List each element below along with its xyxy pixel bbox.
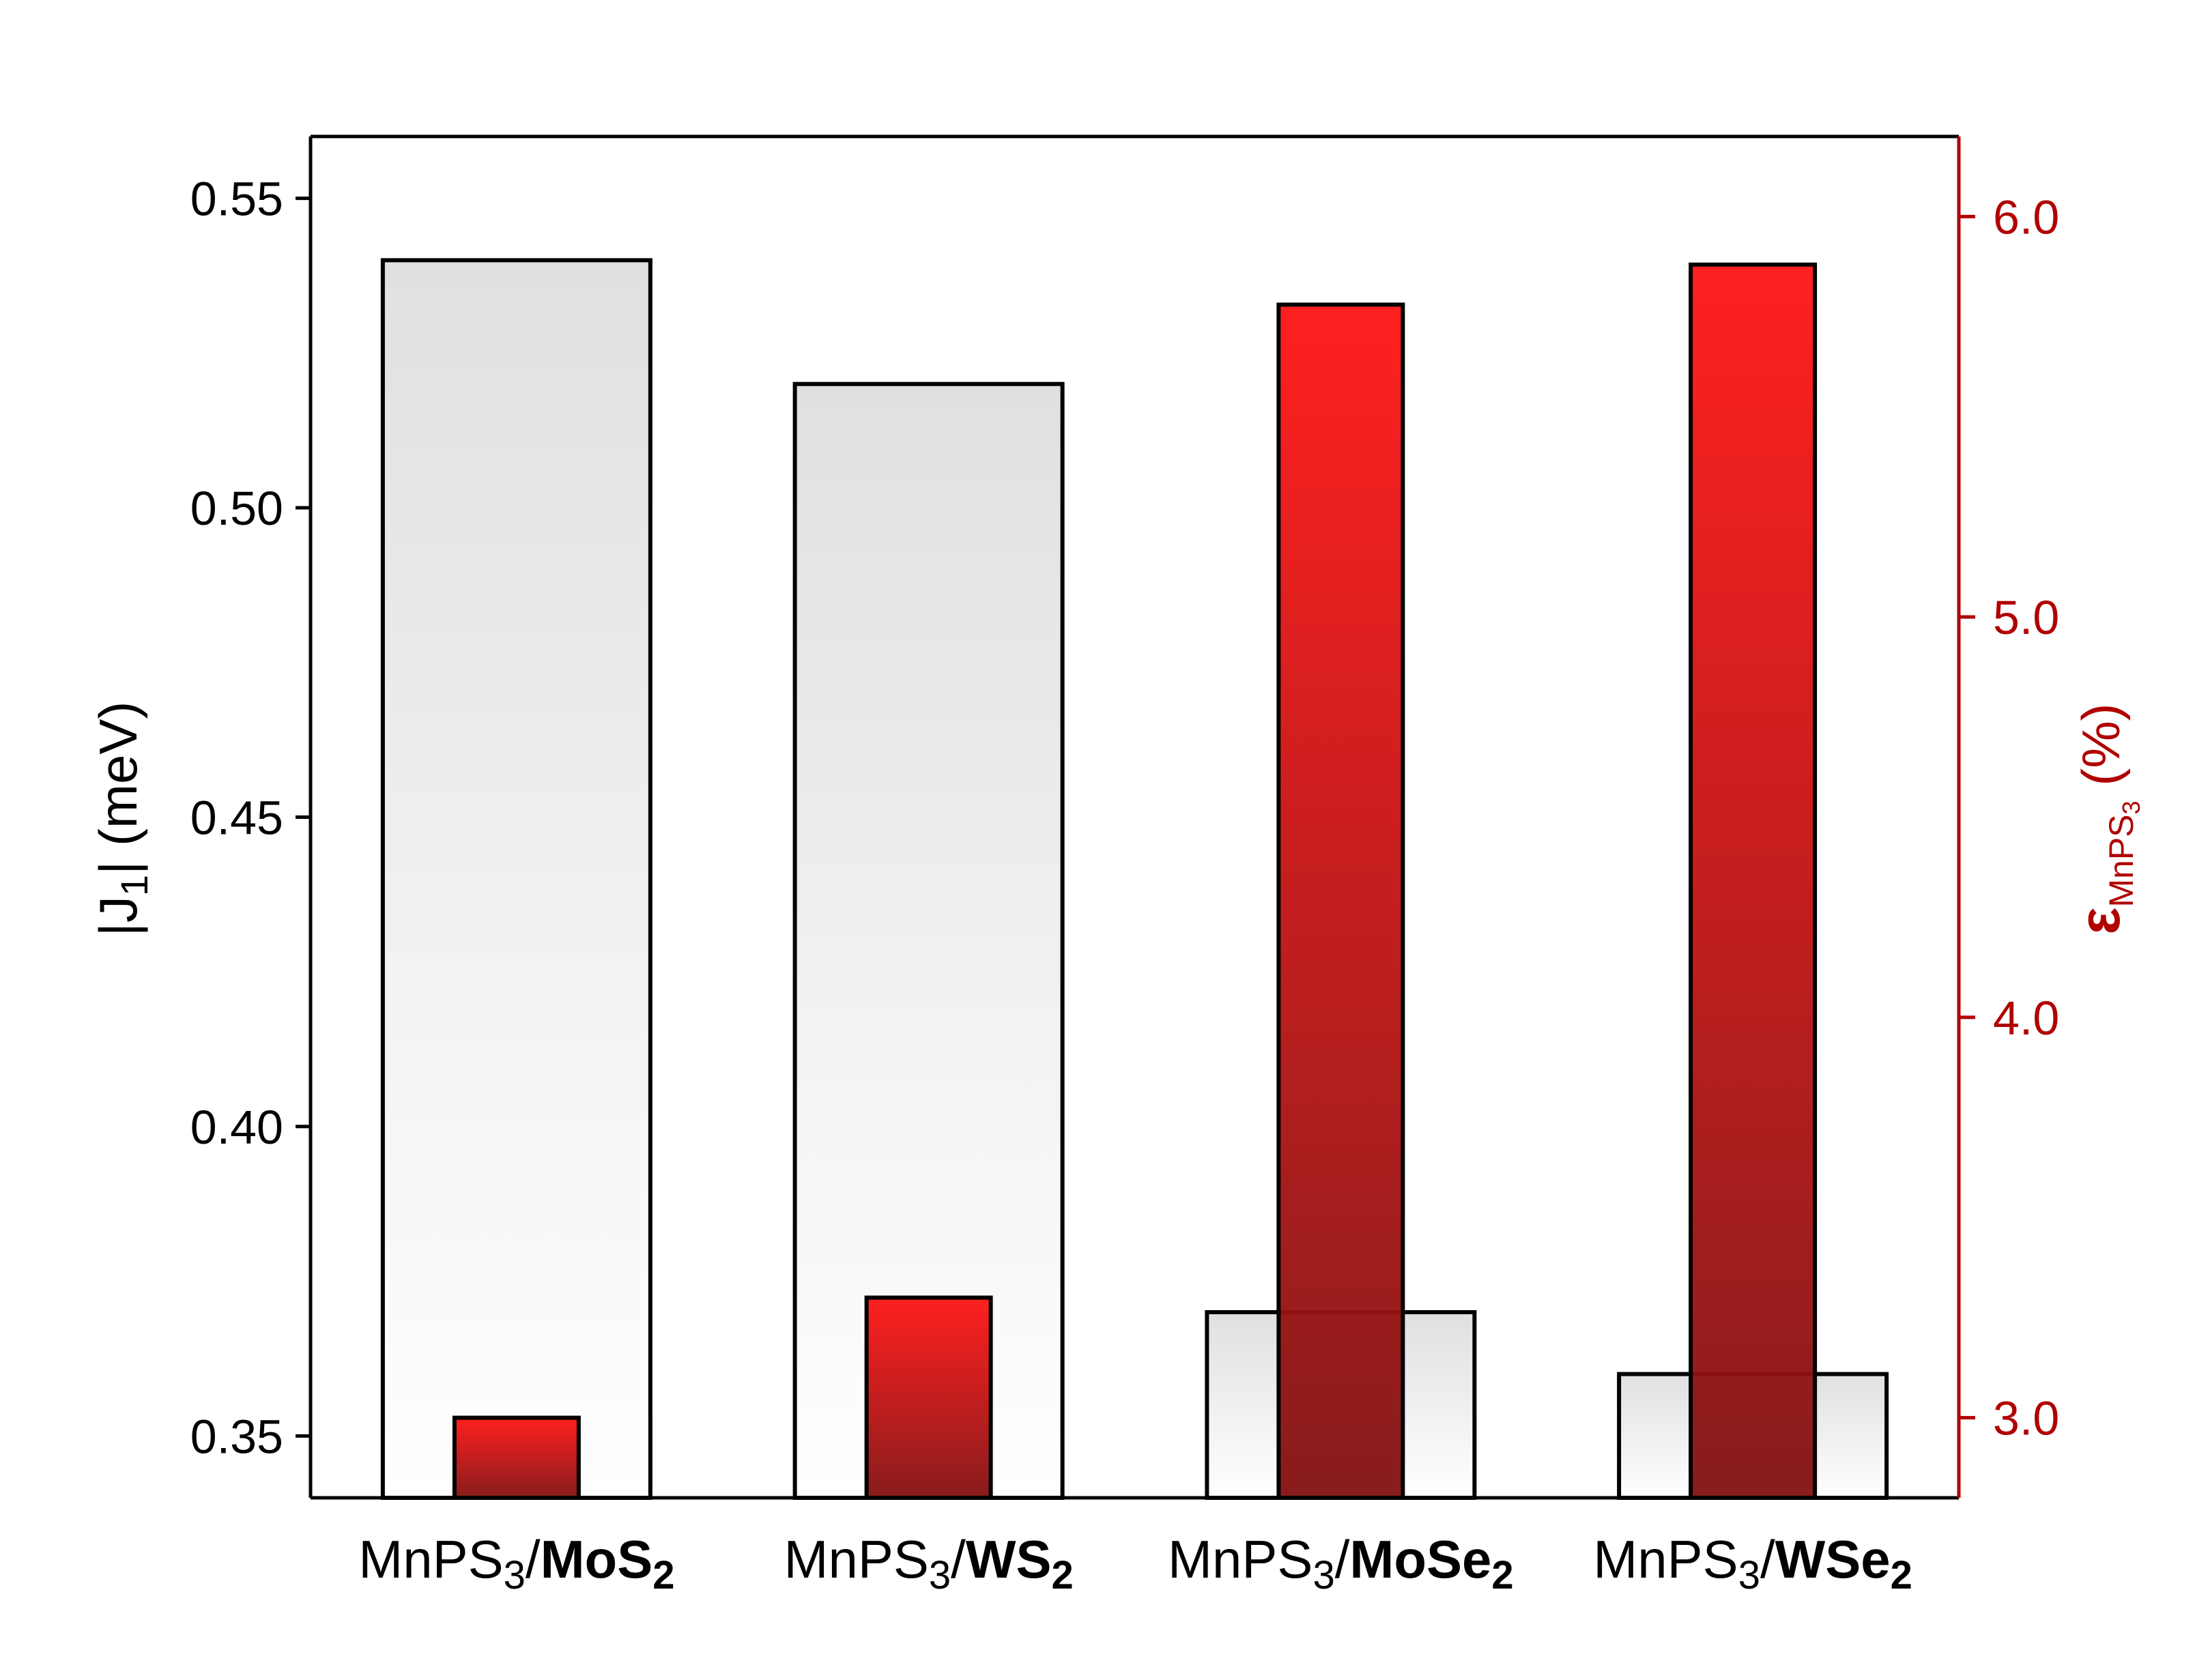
right-tick-label: 4.0 — [1993, 991, 2059, 1045]
j1-bars — [380, 258, 1889, 1501]
left-tick-label: 0.35 — [190, 1410, 283, 1463]
right-axis-title: εMnPS3 (%) — [2067, 703, 2145, 934]
left-tick-label: 0.55 — [190, 173, 283, 226]
strain-bar — [864, 1295, 993, 1501]
j1-bar — [380, 258, 652, 1500]
category-labels: MnPS3/MoS2 MnPS3/WS2 MnPS3/MoSe2 MnPS3/WSe2 — [358, 1529, 1912, 1597]
left-axis-title: |J1| (meV) — [88, 701, 156, 937]
left-tick-label: 0.50 — [190, 482, 283, 535]
category-label: MnPS3/MoSe2 — [1168, 1529, 1514, 1597]
right-tick-label: 6.0 — [1993, 190, 2059, 244]
strain-bar — [1276, 302, 1405, 1500]
category-label: MnPS3/WS2 — [784, 1529, 1073, 1597]
right-axis-ticks: 3.0 4.0 5.0 6.0 — [1959, 190, 2059, 1445]
left-axis-ticks: 0.35 0.40 0.45 0.50 0.55 — [190, 173, 311, 1463]
category-label: MnPS3/MoS2 — [358, 1529, 674, 1597]
strain-bars — [452, 262, 1818, 1501]
left-tick-label: 0.45 — [190, 792, 283, 845]
strain-bar — [452, 1415, 581, 1500]
right-tick-label: 3.0 — [1993, 1392, 2059, 1445]
category-label: MnPS3/WSe2 — [1593, 1529, 1912, 1597]
left-tick-label: 0.40 — [190, 1101, 283, 1154]
strain-bar — [1689, 262, 1818, 1501]
right-tick-label: 5.0 — [1993, 591, 2059, 644]
